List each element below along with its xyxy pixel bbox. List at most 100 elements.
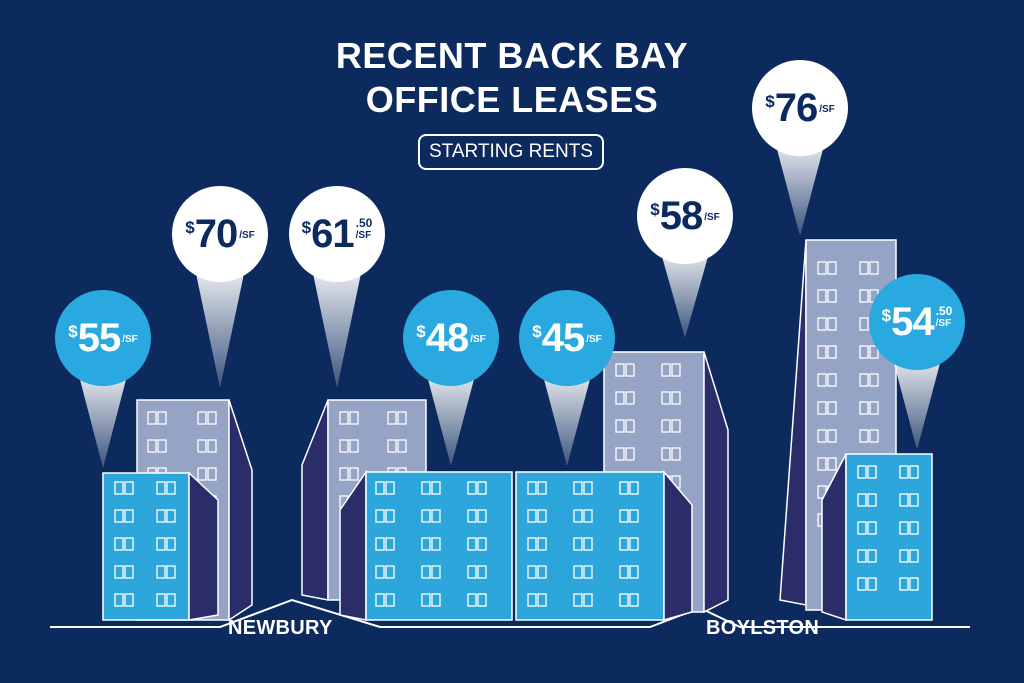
rent-pin — [403, 290, 499, 466]
pin-circle — [519, 290, 615, 386]
building-side — [228, 399, 253, 622]
window — [166, 509, 176, 523]
window — [817, 317, 827, 331]
window — [431, 537, 441, 551]
window — [671, 391, 681, 405]
window — [817, 457, 827, 471]
window — [421, 593, 431, 607]
rent-unit: /SF — [704, 212, 720, 223]
pin-beam — [77, 368, 129, 468]
window — [859, 317, 869, 331]
window — [385, 593, 395, 607]
window — [909, 549, 919, 563]
window — [421, 537, 431, 551]
rent-pin — [289, 186, 385, 388]
pin-circle — [403, 290, 499, 386]
window — [661, 391, 671, 405]
window — [827, 317, 837, 331]
window — [671, 419, 681, 433]
rent-label: $58/SF — [637, 194, 733, 238]
ground-line — [50, 598, 970, 628]
window — [817, 429, 827, 443]
rent-value: 45 — [541, 316, 585, 360]
pin-beam — [659, 246, 711, 338]
rent-value: 76 — [774, 86, 818, 130]
window — [573, 481, 583, 495]
window — [625, 447, 635, 461]
window — [629, 509, 639, 523]
rent-unit: /SF — [355, 230, 372, 241]
window — [197, 467, 207, 481]
rent-unit: /SF — [935, 318, 952, 329]
window — [619, 481, 629, 495]
street-label-newbury: NEWBURY — [228, 617, 333, 639]
building — [365, 471, 513, 621]
rent-cents: .50 — [355, 216, 373, 230]
rent-pin — [519, 290, 615, 466]
window — [827, 429, 837, 443]
rent-label: $48/SF — [403, 316, 499, 360]
window — [629, 537, 639, 551]
window — [629, 481, 639, 495]
window — [197, 439, 207, 453]
window — [671, 363, 681, 377]
window — [477, 509, 487, 523]
pin-circle — [55, 290, 151, 386]
pin-circle — [172, 186, 268, 282]
building-side — [663, 469, 693, 621]
window — [156, 509, 166, 523]
rent-value: 61 — [311, 212, 354, 256]
window — [827, 373, 837, 387]
window — [857, 493, 867, 507]
currency-symbol: $ — [881, 306, 892, 325]
window — [124, 593, 134, 607]
window — [867, 465, 877, 479]
window — [114, 509, 124, 523]
window — [869, 429, 879, 443]
pin-beam — [425, 368, 477, 466]
window — [467, 565, 477, 579]
window — [385, 509, 395, 523]
building-side — [188, 471, 219, 621]
rent-label: $45/SF — [519, 316, 615, 360]
window — [467, 537, 477, 551]
rent-pin — [172, 186, 268, 388]
window — [431, 593, 441, 607]
window — [661, 447, 671, 461]
pin-beam — [541, 368, 593, 466]
rent-unit: /SF — [239, 230, 255, 241]
rent-pin — [752, 60, 848, 236]
window — [619, 509, 629, 523]
pin-circle — [869, 274, 965, 370]
window — [909, 521, 919, 535]
window — [477, 565, 487, 579]
window — [527, 537, 537, 551]
window — [899, 465, 909, 479]
rent-pin — [55, 290, 151, 468]
title-line-1: RECENT BACK BAY — [335, 35, 689, 76]
window — [625, 419, 635, 433]
window — [899, 521, 909, 535]
window — [817, 261, 827, 275]
window — [867, 493, 877, 507]
window — [857, 521, 867, 535]
window — [156, 593, 166, 607]
pin-circle — [752, 60, 848, 156]
pin-beam — [311, 264, 363, 388]
currency-symbol: $ — [765, 92, 775, 111]
window — [867, 577, 877, 591]
window — [339, 439, 349, 453]
window — [421, 509, 431, 523]
window — [537, 509, 547, 523]
window — [477, 537, 487, 551]
rent-suffix: .50/SF — [936, 300, 953, 330]
window — [166, 565, 176, 579]
window — [467, 593, 477, 607]
window — [156, 537, 166, 551]
rent-cents: .50 — [935, 304, 953, 318]
window — [421, 481, 431, 495]
window — [375, 537, 385, 551]
window — [397, 439, 407, 453]
window — [583, 565, 593, 579]
window — [166, 481, 176, 495]
